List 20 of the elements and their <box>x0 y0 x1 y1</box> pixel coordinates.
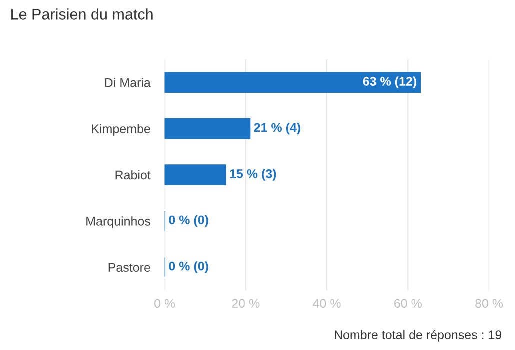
chart-title: Le Parisien du match <box>12 8 153 20</box>
bar <box>164 164 226 186</box>
y-tick-label: Di Maria <box>105 78 151 88</box>
x-tick-label: 20 % <box>232 299 260 308</box>
bar <box>164 72 421 93</box>
data-label: 0 % (0) <box>169 262 208 274</box>
y-tick-label: Pastore <box>108 263 150 272</box>
data-label: 21 % (4) <box>254 122 300 135</box>
text: Nombre total de réponses : 19 <box>335 330 502 342</box>
data-label: 63 % (12) <box>363 76 416 88</box>
x-tick-label: 60 % <box>394 299 422 308</box>
y-tick-label: Marquinhos <box>86 216 150 228</box>
x-tick-label: 40 % <box>313 299 341 308</box>
x-tick-label: 0 % <box>154 299 176 308</box>
x-tick-label: 80 % <box>476 299 504 308</box>
bar <box>164 118 251 140</box>
y-tick-label: Kimpembe <box>92 124 150 136</box>
data-label: 0 % (0) <box>169 215 208 228</box>
y-tick-label: Rabiot <box>116 170 151 180</box>
data-label: 15 % (3) <box>230 169 276 181</box>
